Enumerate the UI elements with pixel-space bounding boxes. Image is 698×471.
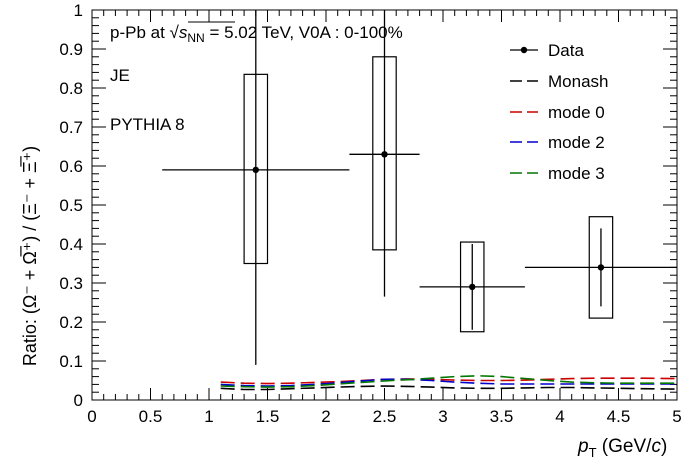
model-curves (220, 374, 678, 391)
y-tick-label: 0.4 (59, 235, 83, 254)
y-tick-label: 0.8 (59, 79, 83, 98)
y-tick-label: 1 (74, 1, 83, 20)
x-axis-variable: p (577, 436, 589, 457)
data-point (597, 264, 605, 271)
x-axis-unit-post: ) (661, 436, 667, 457)
legend-label: mode 2 (548, 133, 605, 152)
model-curve-mode-0 (220, 377, 678, 385)
data-point (381, 151, 388, 158)
x-axis-unit-var: c (651, 436, 661, 457)
x-tick-label: 0 (87, 407, 96, 426)
sqrt-symbol: √ (170, 23, 180, 42)
y-tick-label: 0.1 (59, 352, 83, 371)
y-tick-labels: 0 0.1 0.2 0.3 0.4 0.5 0.6 0.7 0.8 0.9 1 (59, 1, 83, 410)
x-tick-label: 2.5 (373, 407, 397, 426)
data-point (252, 166, 259, 174)
x-tick-label: 4 (555, 407, 564, 426)
x-tick-label: 4.5 (607, 407, 631, 426)
y-tick-label: 0.9 (59, 40, 83, 59)
y-tick-label: 0.2 (59, 313, 83, 332)
x-tick-label: 0.5 (139, 407, 163, 426)
data-point (469, 283, 476, 291)
legend-label: Monash (548, 72, 608, 91)
legend: Data Monash mode 0 mode 2 mode 3 (510, 41, 608, 183)
y-tick-label: 0.5 (59, 196, 83, 215)
model-curve-mode-2 (220, 378, 677, 387)
x-tick-label: 5 (672, 407, 681, 426)
legend-label: mode 0 (548, 103, 605, 122)
legend-swatch-data-marker (520, 46, 528, 54)
legend-label: mode 3 (548, 164, 605, 183)
system-annotation: p-Pb at √sNN = 5.02 TeV, V0A : 0-100% (110, 23, 403, 45)
x-tick-labels: 0 0.5 1 1.5 2 2.5 3 3.5 4 4.5 5 (87, 407, 681, 426)
y-tick-label: 0 (74, 391, 83, 410)
y-tick-label: 0.3 (59, 274, 83, 293)
y-tick-label: 0.7 (59, 118, 83, 137)
model-curve-mode-3 (220, 374, 677, 388)
x-tick-label: 1 (204, 407, 213, 426)
sqrt-variable: s (179, 23, 188, 42)
data-points (252, 151, 605, 291)
x-tick-label: 3.5 (490, 407, 514, 426)
x-tick-label: 1.5 (256, 407, 280, 426)
y-tick-label: 0.6 (59, 157, 83, 176)
sqrt-subscript: NN (187, 31, 204, 45)
system-prefix: p-Pb at (110, 23, 170, 42)
axis-ticks (91, 9, 678, 401)
model-curve-monash (220, 385, 678, 391)
legend-label: Data (548, 41, 584, 60)
x-tick-label: 3 (438, 407, 447, 426)
x-axis-subscript: T (589, 445, 597, 460)
system-suffix: = 5.02 TeV, V0A : 0-100% (205, 23, 403, 42)
x-axis-label: pT (GeV/c) (577, 436, 667, 460)
x-tick-label: 2 (321, 407, 330, 426)
generator-label: PYTHIA 8 (110, 115, 185, 134)
jet-tag: JE (110, 66, 130, 85)
y-axis-label: Ratio: (Ω⁻ + Ω̅⁺) / (Ξ⁻ + Ξ̅⁺) (20, 146, 40, 366)
x-axis-unit-pre: (GeV/ (597, 436, 653, 457)
